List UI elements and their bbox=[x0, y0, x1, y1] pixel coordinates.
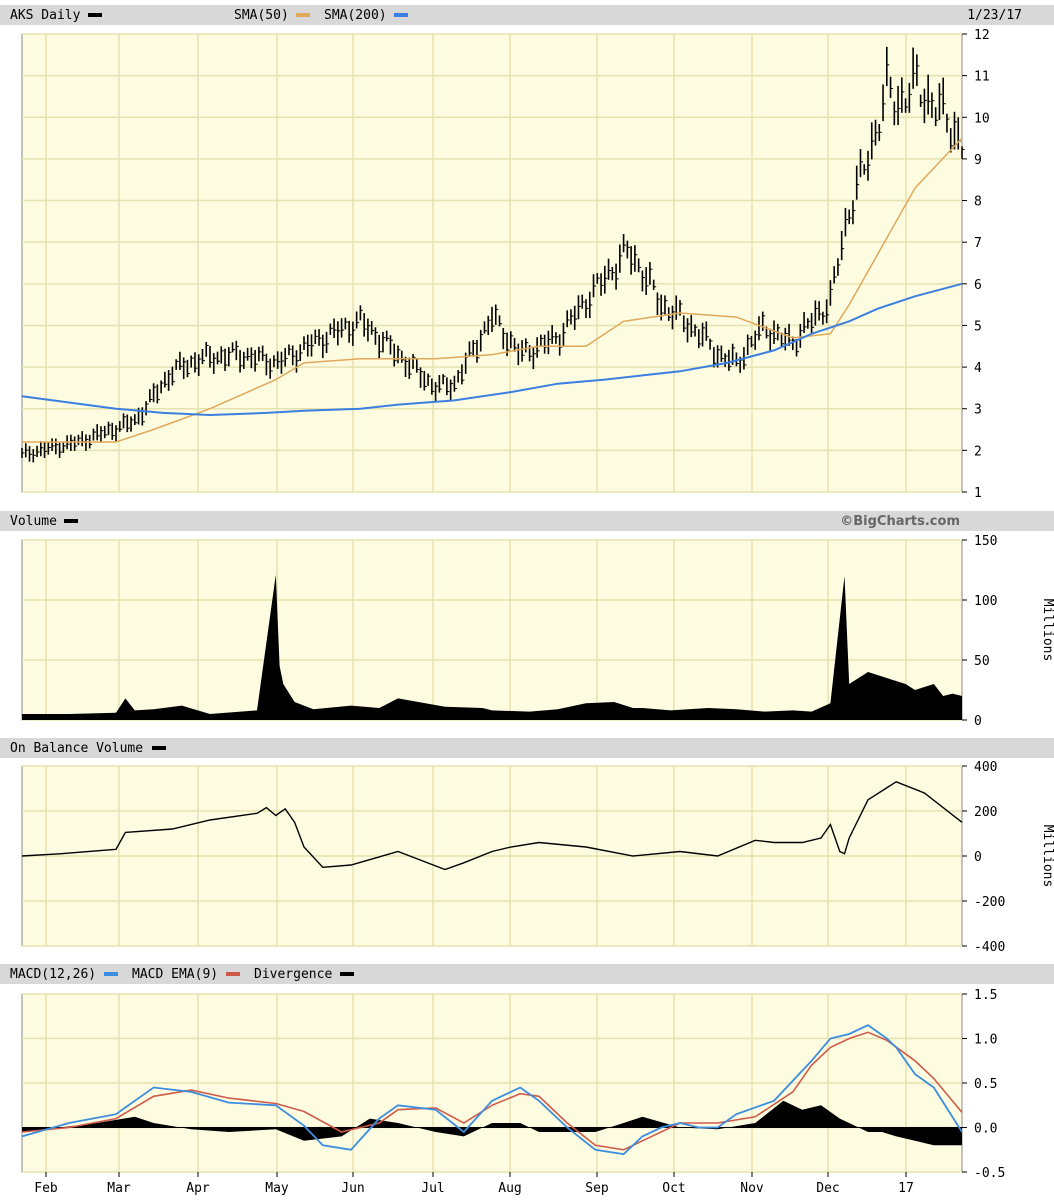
volume-title: Volume bbox=[10, 514, 57, 529]
obv-ytick-label: 0 bbox=[974, 850, 982, 865]
legend-swatch bbox=[296, 13, 310, 17]
volume-ytick-label: 0 bbox=[974, 714, 982, 729]
copyright-label: ©BigCharts.com bbox=[840, 514, 960, 529]
macd-panel: -0.5 0.0 0.5 1.0 1.5 MACD(12,26) MACD EMA(9) Di… bbox=[0, 964, 1054, 1196]
x-tick-label: Aug bbox=[498, 1181, 521, 1196]
macd-ytick-label: 0.0 bbox=[974, 1122, 997, 1137]
macd-legend-swatch bbox=[104, 972, 118, 976]
legend-label: SMA(50) bbox=[234, 8, 289, 23]
macd-ytick-label: -0.5 bbox=[974, 1166, 1005, 1181]
price-title-swatch bbox=[88, 13, 102, 17]
price-ytick-label: 9 bbox=[974, 153, 982, 168]
x-tick-label: May bbox=[265, 1181, 289, 1196]
price-ytick-label: 7 bbox=[974, 236, 982, 251]
volume-ytick-label: 50 bbox=[974, 654, 990, 669]
price-ytick-label: 5 bbox=[974, 319, 982, 334]
volume-unit-label: Millions bbox=[1040, 599, 1054, 662]
volume-header-band bbox=[0, 511, 1054, 531]
price-ytick-label: 3 bbox=[974, 403, 982, 418]
volume-plot-area bbox=[21, 539, 963, 721]
obv-line bbox=[21, 781, 963, 871]
x-tick-label: Dec bbox=[816, 1181, 839, 1196]
volume-area bbox=[22, 574, 962, 720]
x-tick-label: Jul bbox=[421, 1181, 444, 1196]
volume-title-swatch bbox=[64, 519, 78, 523]
macd-ytick-label: 0.5 bbox=[974, 1077, 997, 1092]
macd-legend-label: MACD EMA(9) bbox=[132, 967, 218, 982]
obv-ytick-label: 400 bbox=[974, 760, 997, 775]
obv-ytick-label: 200 bbox=[974, 805, 997, 820]
legend-swatch bbox=[394, 13, 408, 17]
price-ytick-label: 2 bbox=[974, 444, 982, 459]
volume-ytick-label: 150 bbox=[974, 534, 997, 549]
divergence-area bbox=[22, 1100, 962, 1146]
macd-legend-label: Divergence bbox=[254, 967, 332, 982]
macd-legend-label: MACD(12,26) bbox=[10, 967, 96, 982]
price-bars bbox=[21, 46, 965, 463]
obv-ytick-label: -400 bbox=[974, 940, 1005, 955]
macd-ytick-label: 1.0 bbox=[974, 1033, 997, 1048]
sma200-line bbox=[21, 282, 963, 417]
macd-legend-swatch bbox=[340, 972, 354, 976]
obv-unit-label: Millions bbox=[1040, 825, 1054, 888]
price-title: AKS Daily bbox=[10, 8, 81, 23]
price-ytick-label: 1 bbox=[974, 486, 982, 501]
macd-ema-line bbox=[21, 1031, 963, 1151]
sma50-line bbox=[22, 137, 963, 443]
price-date: 1/23/17 bbox=[967, 8, 1022, 23]
x-tick-label: Nov bbox=[740, 1181, 764, 1196]
x-tick-label: Apr bbox=[186, 1181, 210, 1196]
price-ytick-label: 4 bbox=[974, 361, 982, 376]
macd-header-band bbox=[0, 964, 1054, 984]
macd-ytick-label: 1.5 bbox=[974, 988, 997, 1003]
price-ytick-label: 11 bbox=[974, 70, 990, 85]
x-tick-label: Jun bbox=[341, 1181, 364, 1196]
x-tick-label: Oct bbox=[662, 1181, 685, 1196]
macd-legend-swatch bbox=[226, 972, 240, 976]
price-ytick-label: 6 bbox=[974, 278, 982, 293]
x-tick-label: Mar bbox=[107, 1181, 131, 1196]
obv-title: On Balance Volume bbox=[10, 741, 143, 756]
volume-ytick-label: 100 bbox=[974, 594, 997, 609]
obv-panel: -400 -200 0 200 400 On Balance Volume Millions bbox=[0, 738, 1054, 955]
macd-line bbox=[21, 1024, 963, 1156]
price-ytick-label: 10 bbox=[974, 111, 990, 126]
price-ytick-label: 12 bbox=[974, 28, 990, 43]
x-tick-label: 17 bbox=[898, 1181, 914, 1196]
price-header-band bbox=[0, 5, 1054, 25]
x-tick-label: Sep bbox=[585, 1181, 609, 1196]
price-plot-area bbox=[21, 33, 963, 493]
volume-panel: 0 50 100 150 Volume ©BigCharts.com Millions bbox=[0, 511, 1054, 729]
price-ytick-label: 8 bbox=[974, 195, 982, 210]
legend-label: SMA(200) bbox=[324, 8, 387, 23]
obv-header-band bbox=[0, 738, 1054, 758]
obv-title-swatch bbox=[152, 746, 166, 750]
x-tick-label: Feb bbox=[34, 1181, 58, 1196]
obv-ytick-label: -200 bbox=[974, 895, 1005, 910]
